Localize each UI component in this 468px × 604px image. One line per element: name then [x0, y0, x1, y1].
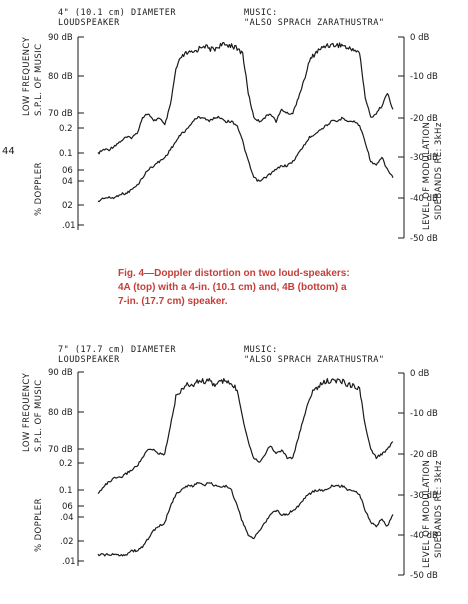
chart-a-rtick-m40db: -40 dB: [410, 194, 438, 204]
figure-caption: Fig. 4—Doppler distortion on two loud-sp…: [118, 268, 350, 307]
chart-b-rtick-m50db: -50 dB: [410, 571, 438, 581]
chart-a-rtick-m30db: -30 dB: [410, 153, 438, 163]
chart-a-title-left-2: LOUDSPEAKER: [58, 18, 120, 28]
chart-a-rtick-m10db: -10 dB: [410, 72, 438, 82]
chart-b-title-right-1: MUSIC:: [244, 345, 278, 355]
chart-a-tick-01: .01: [62, 221, 76, 231]
chart-a-tick-0-1: 0.1: [59, 149, 73, 159]
chart-b-tick-80db: 80 dB: [48, 408, 73, 418]
chart-b-title-right-2: "ALSO SPRACH ZARATHUSTRA": [244, 355, 385, 365]
chart-a-tick-70db: 70 dB: [48, 109, 73, 119]
chart-a-tick-90db: 90 dB: [48, 33, 73, 43]
doppler-trace-line: [97, 482, 394, 557]
chart-a-title-left-1: 4" (10.1 cm) DIAMETER: [58, 8, 176, 18]
chart-a-tick-06: 06: [62, 166, 73, 176]
chart-a-axes: [77, 36, 405, 239]
chart-b-tick-70db: 70 dB: [48, 445, 73, 455]
chart-b-rtick-0db: 0 dB: [410, 369, 430, 379]
chart-a-tick-0-2: 0.2: [59, 124, 73, 134]
chart-b-tick-04: .04: [60, 513, 74, 523]
chart-a-tick-02: 02: [62, 201, 73, 211]
chart-a-tick-04: 04: [62, 177, 73, 187]
chart-b-tick-0-1: 0.1: [59, 486, 73, 496]
chart-b-rtick-m20db: -20 dB: [410, 450, 438, 460]
spl-trace-line: [97, 378, 394, 495]
chart-a-rtick-0db: 0 dB: [410, 33, 430, 43]
chart-b-tick-01: .01: [62, 557, 76, 567]
chart-a-rtick-m50db: -50 dB: [410, 234, 438, 244]
chart-a-title-right-1: MUSIC:: [244, 8, 278, 18]
chart-b-title-left-2: LOUDSPEAKER: [58, 355, 120, 365]
chart-b-title-left-1: 7" (17.7 cm) DIAMETER: [58, 345, 176, 355]
chart-b-tick-90db: 90 dB: [48, 368, 73, 378]
chart-b-rtick-m10db: -10 dB: [410, 409, 438, 419]
doppler-trace-line: [97, 115, 394, 203]
chart-b-rtick-m40db: -40 dB: [410, 531, 438, 541]
chart-b-tick-0-2: 0.2: [59, 459, 73, 469]
chart-b-tick-06: 06: [62, 502, 73, 512]
spl-trace-line: [97, 42, 394, 155]
chart-b-axes: [77, 371, 405, 576]
chart-a-tick-80db: 80 dB: [48, 72, 73, 82]
chart-b-tick-02: .02: [60, 537, 74, 547]
chart-b-rtick-m30db: -30 dB: [410, 491, 438, 501]
chart-a-rtick-m20db: -20 dB: [410, 114, 438, 124]
chart-a-title-right-2: "ALSO SPRACH ZARATHUSTRA": [244, 18, 385, 28]
page-number: 44: [2, 146, 15, 157]
